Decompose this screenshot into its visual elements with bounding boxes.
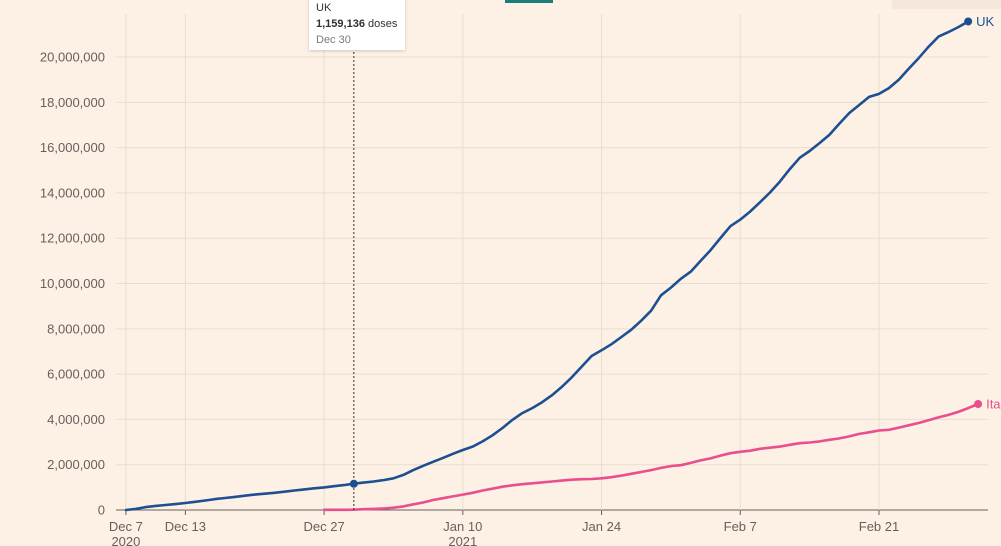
y-tick-label: 10,000,000: [40, 276, 105, 291]
label-layer: UK Italy: [976, 14, 1001, 412]
top-right-panel: [892, 0, 1001, 9]
x-tick-label: Feb 7: [724, 519, 757, 534]
y-tick-label: 4,000,000: [47, 412, 105, 427]
uk-end-marker: [964, 17, 973, 26]
x-tick-label: Dec 13: [165, 519, 206, 534]
top-accent-bar: [505, 0, 553, 3]
cursor-layer: [349, 0, 358, 510]
y-tick-label: 8,000,000: [47, 321, 105, 336]
y-tick-label: 6,000,000: [47, 367, 105, 382]
y-tick-label: 12,000,000: [40, 231, 105, 246]
tooltip-date: Dec 30: [316, 34, 351, 46]
x-tick-year-label: 2021: [448, 534, 477, 546]
tooltip-value-row: 1,159,136 doses: [316, 16, 405, 32]
italy-series-line: [322, 402, 980, 512]
uk-series-line: [124, 20, 970, 512]
hover-point-marker: [349, 479, 358, 488]
x-tick-label: Dec 27: [303, 519, 344, 534]
x-tick-label: Jan 24: [582, 519, 621, 534]
italy-end-marker: [974, 400, 983, 409]
x-tick-year-label: 2020: [111, 534, 140, 546]
uk-series-label: UK: [976, 14, 994, 29]
x-tick-label: Dec 7: [109, 519, 143, 534]
italy-series-label: Italy: [986, 397, 1001, 412]
tooltip-unit: doses: [368, 18, 398, 30]
grid-layer: [116, 14, 988, 511]
y-tick-label: 18,000,000: [40, 95, 105, 110]
x-tick-label: Jan 10: [443, 519, 482, 534]
y-tick-label: 20,000,000: [40, 50, 105, 65]
y-tick-label: 0: [98, 503, 105, 518]
hover-tooltip: UK 1,159,136 doses Dec 30: [309, 0, 405, 50]
tooltip-value: 1,159,136: [316, 18, 365, 30]
y-tick-label: 14,000,000: [40, 185, 105, 200]
x-tick-label: Feb 21: [859, 519, 899, 534]
axis-layer: 0 2,000,000 4,000,000 6,000,000 8,000,000 10,…: [40, 50, 899, 546]
y-tick-label: 2,000,000: [47, 457, 105, 472]
series-layer: [124, 17, 983, 512]
tooltip-series-name: UK: [316, 2, 332, 14]
y-tick-label: 16,000,000: [40, 140, 105, 155]
